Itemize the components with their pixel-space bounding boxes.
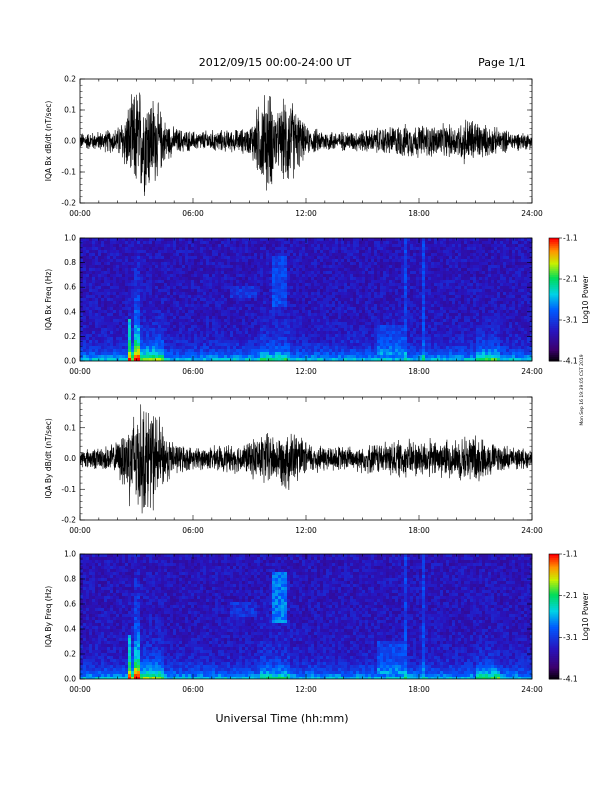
colorbar-tick-label: -4.1 bbox=[563, 357, 578, 366]
x-tick-label: 06:00 bbox=[182, 209, 204, 218]
y-tick-label: 0.4 bbox=[64, 307, 76, 316]
y-tick-label: 0.0 bbox=[64, 137, 76, 146]
y-tick-label: 0.8 bbox=[64, 575, 76, 584]
x-tick-label: 18:00 bbox=[408, 209, 430, 218]
side-stamp: Mon Sep 16 19:39:05 CST 2019 bbox=[579, 354, 585, 425]
colorbar-tick-label: -2.1 bbox=[563, 275, 578, 284]
y-tick-label: -0.2 bbox=[61, 516, 76, 525]
x-tick-label: 12:00 bbox=[295, 685, 317, 694]
x-tick-label: 00:00 bbox=[69, 209, 91, 218]
y-tick-label: 0.0 bbox=[64, 357, 76, 366]
y-tick-label: 0.0 bbox=[64, 675, 76, 684]
colorbar: -1.1 -2.1 -3.1 -4.1 Log10 Power bbox=[548, 234, 590, 366]
page-title: 2012/09/15 00:00-24:00 UT bbox=[199, 56, 352, 69]
x-tick-label: 06:00 bbox=[182, 526, 204, 535]
x-tick-label: 24:00 bbox=[521, 526, 543, 535]
page-number: Page 1/1 bbox=[478, 56, 526, 69]
x-tick-label: 12:00 bbox=[295, 526, 317, 535]
y-tick-label: 0.0 bbox=[64, 454, 76, 463]
y-tick-label: 0.1 bbox=[64, 423, 76, 432]
x-axis-title: Universal Time (hh:mm) bbox=[216, 712, 349, 725]
y-tick-label: 0.1 bbox=[64, 106, 76, 115]
y-tick-label: 0.6 bbox=[64, 600, 76, 609]
x-tick-label: 12:00 bbox=[295, 367, 317, 376]
y-tick-label: 0.2 bbox=[64, 332, 76, 341]
colorbar-label: Log10 Power bbox=[581, 275, 590, 324]
x-tick-label: 24:00 bbox=[521, 367, 543, 376]
y-tick-label: -0.1 bbox=[61, 168, 76, 177]
colorbar-tick-label: -2.1 bbox=[563, 591, 578, 600]
colorbar-tick-label: -4.1 bbox=[563, 675, 578, 684]
x-tick-label: 18:00 bbox=[408, 685, 430, 694]
x-tick-label: 00:00 bbox=[69, 367, 91, 376]
y-tick-label: 0.4 bbox=[64, 625, 76, 634]
bx-spectrogram: 00:00 06:00 12:00 18:00 24:00 0.0 0.2 0.4 0.6 0.8… bbox=[44, 234, 590, 377]
y-tick-label: 0.6 bbox=[64, 283, 76, 292]
x-tick-label: 18:00 bbox=[408, 526, 430, 535]
y-axis-label: IQA By Freq (Hz) bbox=[44, 586, 53, 648]
series-line bbox=[80, 404, 532, 514]
spectrogram-cells bbox=[80, 554, 532, 679]
colorbar-tick-label: -3.1 bbox=[563, 633, 578, 642]
y-tick-label: -0.1 bbox=[61, 485, 76, 494]
x-tick-label: 00:00 bbox=[69, 526, 91, 535]
y-tick-label: -0.2 bbox=[61, 199, 76, 208]
y-tick-label: 0.2 bbox=[64, 75, 76, 84]
colorbar: -1.1 -2.1 -3.1 -4.1 Log10 Power bbox=[548, 550, 590, 684]
x-tick-label: 06:00 bbox=[182, 367, 204, 376]
series-line bbox=[80, 92, 532, 196]
y-axis-label: IQA Bx Freq (Hz) bbox=[44, 269, 53, 331]
y-axis-label: IQA Bx dB/dt (nT/sec) bbox=[44, 101, 53, 182]
x-tick-label: 24:00 bbox=[521, 685, 543, 694]
by-time-series: 00:00 06:00 12:00 18:00 24:00 -0.2 -0.1 0.0 0.1 0… bbox=[44, 393, 543, 536]
spectrogram-cells bbox=[80, 238, 532, 361]
colorbar-tick-label: -1.1 bbox=[563, 550, 578, 559]
colorbar-tick-label: -1.1 bbox=[563, 234, 578, 243]
y-tick-label: 1.0 bbox=[64, 234, 76, 243]
y-tick-label: 0.8 bbox=[64, 258, 76, 267]
x-tick-label: 12:00 bbox=[295, 209, 317, 218]
y-tick-label: 0.2 bbox=[64, 393, 76, 402]
x-tick-label: 24:00 bbox=[521, 209, 543, 218]
y-tick-label: 0.2 bbox=[64, 650, 76, 659]
colorbar-tick-label: -3.1 bbox=[563, 316, 578, 325]
colorbar-label: Log10 Power bbox=[581, 592, 590, 641]
x-tick-label: 18:00 bbox=[408, 367, 430, 376]
x-tick-label: 00:00 bbox=[69, 685, 91, 694]
panels: 00:00 06:00 12:00 18:00 24:00 -0.2 -0.1 0.0 0.1 0… bbox=[44, 75, 590, 695]
by-spectrogram: 00:00 06:00 12:00 18:00 24:00 0.0 0.2 0.4 0.6 0.8… bbox=[44, 550, 590, 695]
y-axis-label: IQA By dB/dt (nT/sec) bbox=[44, 418, 53, 499]
x-tick-label: 06:00 bbox=[182, 685, 204, 694]
y-tick-label: 1.0 bbox=[64, 550, 76, 559]
bx-time-series: 00:00 06:00 12:00 18:00 24:00 -0.2 -0.1 0.0 0.1 0… bbox=[44, 75, 543, 219]
